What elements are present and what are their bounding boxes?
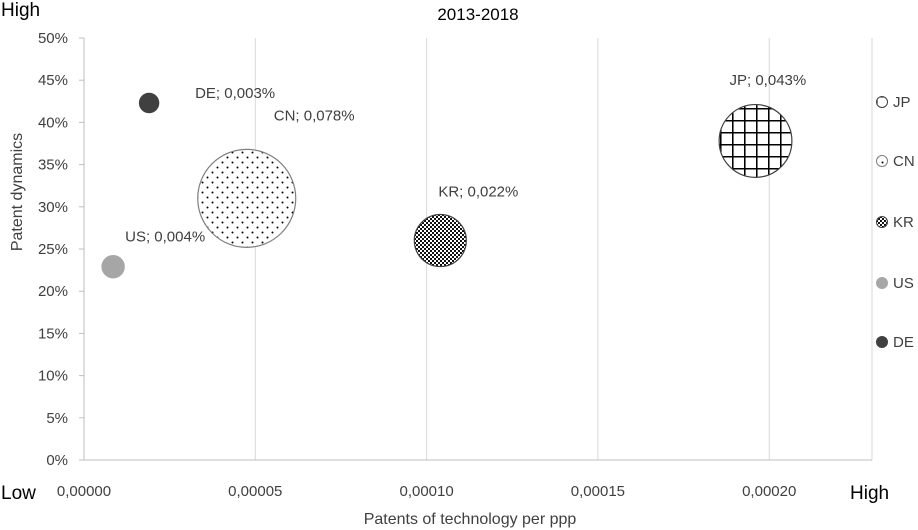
legend-label-jp: JP [893, 94, 911, 111]
y-tick-label: 5% [46, 410, 68, 427]
legend-marker-kr [876, 216, 888, 228]
data-label-jp: JP; 0,043% [730, 72, 807, 89]
legend-marker-de [876, 336, 888, 348]
y-high-label: High [1, 0, 41, 21]
data-label-cn: CN; 0,078% [274, 107, 355, 124]
legend-marker-cn [876, 155, 888, 167]
y-tick-label: 20% [38, 283, 68, 300]
y-tick-label: 40% [38, 114, 68, 131]
x-tick-label: 0,00000 [57, 483, 111, 500]
y-tick-label: 30% [38, 199, 68, 216]
bubble-cn [197, 148, 297, 248]
legend-label-de: DE [893, 334, 914, 351]
x-tick-label: 0,00015 [571, 483, 625, 500]
data-label-de: DE; 0,003% [195, 85, 275, 102]
y-tick-label: 0% [46, 452, 68, 469]
legend-marker-us [876, 277, 888, 289]
bubble-jp [718, 103, 793, 178]
data-label-us: US; 0,004% [125, 229, 205, 246]
bubble-kr [413, 213, 467, 268]
legend-label-kr: KR [893, 214, 914, 231]
y-tick-label: 10% [38, 368, 68, 385]
data-label-kr: KR; 0,022% [438, 184, 518, 201]
x-axis-title: Patents of technology per ppp [364, 511, 577, 528]
bubble-de [138, 92, 160, 114]
chart-title: 2013-2018 [437, 5, 518, 24]
x-high-label: High [850, 483, 890, 504]
legend-label-us: US [893, 275, 914, 292]
legend-marker-jp [876, 96, 888, 108]
y-tick-label: 50% [38, 30, 68, 47]
bubble-us [101, 255, 125, 279]
y-tick-label: 25% [38, 241, 68, 258]
y-tick-label: 15% [38, 325, 68, 342]
y-tick-label: 35% [38, 157, 68, 174]
x-tick-label: 0,00020 [742, 483, 796, 500]
y-tick-label: 45% [38, 72, 68, 89]
x-tick-label: 0,00005 [228, 483, 282, 500]
x-tick-label: 0,00010 [399, 483, 453, 500]
legend-label-cn: CN [893, 153, 915, 170]
y-axis-title: Patent dynamics [9, 133, 26, 251]
x-low-label: Low [1, 483, 36, 504]
